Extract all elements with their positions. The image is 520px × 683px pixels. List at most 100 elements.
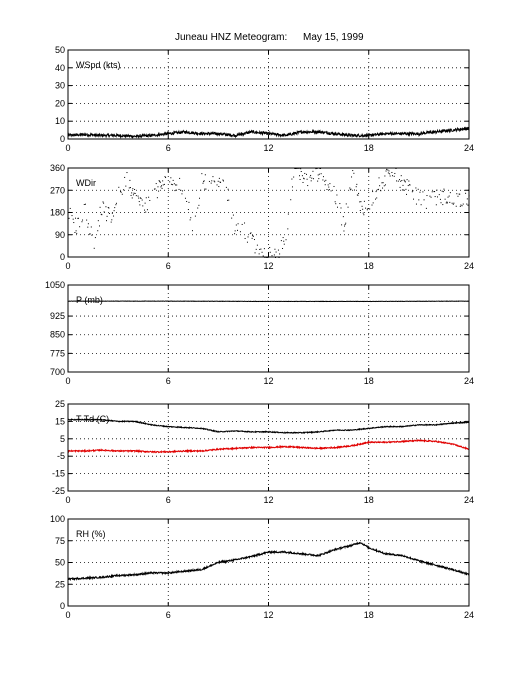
wdir-point	[320, 173, 322, 175]
wdir-point	[77, 217, 79, 219]
wspd-series-0	[67, 126, 470, 139]
wdir-point	[73, 222, 75, 224]
ttd-ytick-label: 5	[60, 434, 65, 444]
wdir-point	[148, 196, 150, 198]
wdir-point	[227, 199, 229, 201]
wdir-point	[149, 199, 151, 201]
wdir-point	[382, 182, 384, 184]
wdir-point	[367, 208, 369, 210]
wdir-point	[125, 185, 127, 187]
wspd-xtick-label: 24	[464, 143, 474, 153]
wdir-point	[345, 203, 347, 205]
wdir-xtick-label: 6	[166, 261, 171, 271]
title-station: Juneau HNZ Meteogram:	[175, 32, 288, 43]
ttd-ytick-label: 25	[55, 399, 65, 409]
wdir-point	[124, 176, 126, 178]
wdir-point	[362, 208, 364, 210]
wdir-point	[161, 187, 163, 189]
wdir-point	[326, 188, 328, 190]
wdir-point	[172, 184, 174, 186]
wdir-point	[249, 233, 251, 235]
wspd-ytick-label: 20	[55, 98, 65, 108]
wdir-point	[345, 222, 347, 224]
wdir-point	[227, 188, 229, 190]
wdir-point	[405, 188, 407, 190]
wdir-point	[434, 196, 436, 198]
wdir-point	[132, 188, 134, 190]
wdir-point	[113, 215, 115, 217]
wdir-point	[372, 202, 374, 204]
wdir-point	[435, 204, 437, 206]
wdir-point	[434, 191, 436, 193]
wdir-point	[361, 205, 363, 207]
wdir-point	[342, 216, 344, 218]
rh-ytick-label: 75	[55, 536, 65, 546]
wdir-point	[138, 201, 140, 203]
wdir-point	[356, 183, 358, 185]
pres-ytick-label: 1050	[45, 280, 65, 290]
wdir-point	[437, 196, 439, 198]
wdir-point	[420, 204, 422, 206]
wdir-point	[128, 187, 130, 189]
wdir-point	[324, 180, 326, 182]
wdir-point	[317, 180, 319, 182]
wdir-point	[172, 179, 174, 181]
wdir-point	[401, 180, 403, 182]
wdir-point	[444, 198, 446, 200]
wdir-point	[449, 192, 451, 194]
wdir-point	[162, 184, 164, 186]
pres-label: P (mb)	[76, 295, 103, 305]
wdir-point	[349, 189, 351, 191]
wdir-point	[442, 191, 444, 193]
wdir-point	[201, 173, 203, 175]
wdir-point	[202, 182, 204, 184]
wdir-point	[466, 203, 468, 205]
pres-xtick-label: 24	[464, 376, 474, 386]
wdir-point	[186, 200, 188, 202]
wdir-point	[246, 241, 248, 243]
wdir-point	[122, 189, 124, 191]
wspd-ytick-label: 40	[55, 63, 65, 73]
wdir-point	[132, 194, 134, 196]
wdir-point	[252, 235, 254, 237]
title-date: May 15, 1999	[303, 32, 364, 43]
wdir-ytick-label: 360	[50, 163, 65, 173]
wdir-point	[391, 171, 393, 173]
pres-panel: 0 6 12 18 24 700 775 850 925 1050 P (mb)	[45, 280, 474, 386]
wdir-point	[97, 230, 99, 232]
wdir-point	[430, 196, 432, 198]
wdir-point	[329, 183, 331, 185]
wdir-point	[197, 207, 199, 209]
wdir-point	[72, 218, 74, 220]
wdir-point	[429, 195, 431, 197]
wdir-point	[111, 212, 113, 214]
rh-series-0	[67, 541, 470, 582]
wdir-point	[299, 178, 301, 180]
wdir-point	[287, 228, 289, 230]
wdir-point	[283, 240, 285, 242]
wdir-point	[101, 214, 103, 216]
wdir-point	[115, 204, 117, 206]
wdir-point	[363, 200, 365, 202]
wdir-point	[262, 255, 264, 257]
wdir-point	[379, 185, 381, 187]
wdir-point	[235, 224, 237, 226]
rh-panel: 0 6 12 18 24 0 25 50 75 100 RH (%)	[50, 514, 474, 620]
wdir-point	[220, 181, 222, 183]
wdir-point	[300, 171, 302, 173]
wdir-point	[458, 193, 460, 195]
ttd-xtick-label: 18	[364, 495, 374, 505]
wdir-point	[303, 178, 305, 180]
wdir-point	[159, 180, 161, 182]
wdir-point	[247, 236, 249, 238]
wspd-ytick-label: 30	[55, 81, 65, 91]
wdir-point	[462, 203, 464, 205]
wdir-point	[377, 189, 379, 191]
wdir-point	[285, 239, 287, 241]
wdir-point	[307, 185, 309, 187]
wdir-point	[280, 240, 282, 242]
wdir-point	[103, 211, 105, 213]
wdir-point	[175, 184, 177, 186]
wspd-label: WSpd (kts)	[76, 60, 121, 70]
wdir-point	[456, 193, 458, 195]
